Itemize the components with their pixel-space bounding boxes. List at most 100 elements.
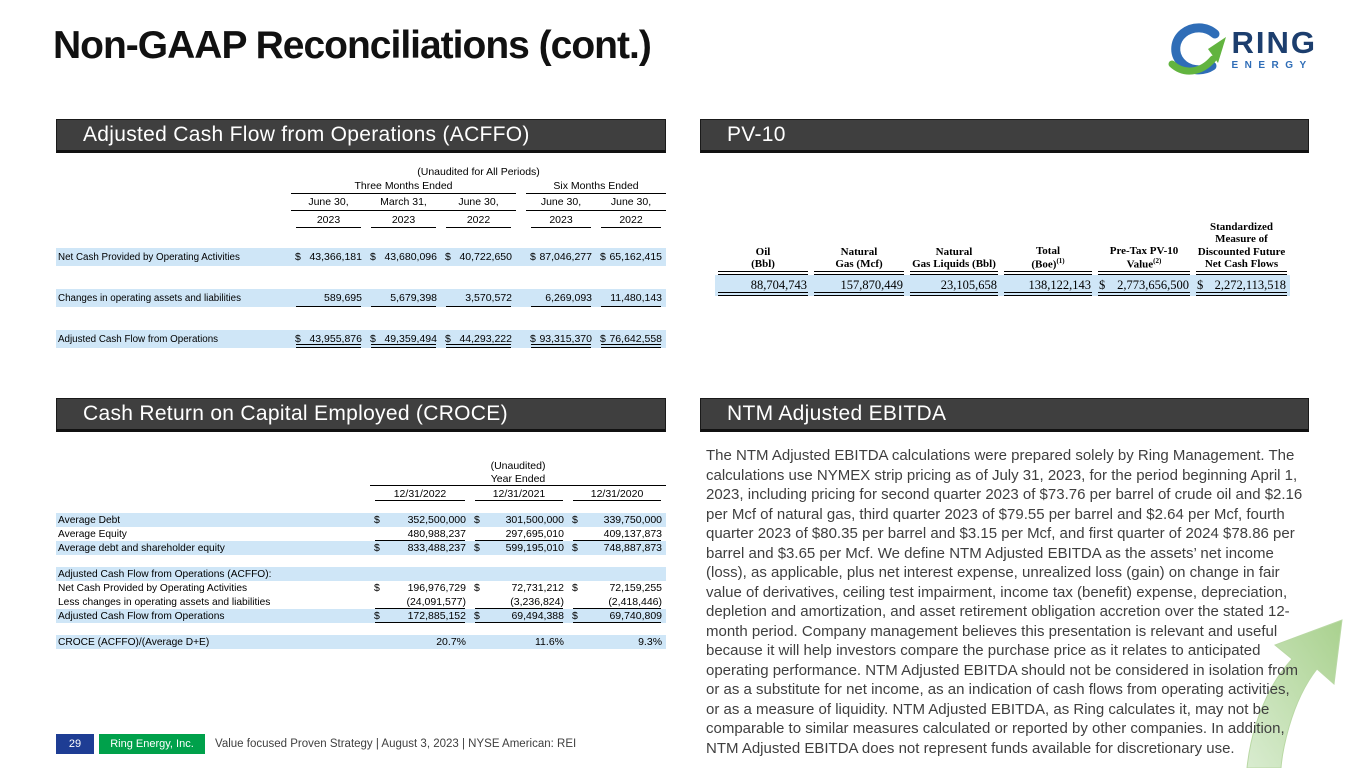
table-row: Average Debt $352,500,000 $301,500,000 $… — [56, 513, 667, 527]
unaudited-note: (Unaudited) — [490, 459, 546, 472]
row-label: Net Cash Provided by Operating Activitie… — [58, 582, 248, 594]
dollar-sign: $ — [572, 514, 578, 526]
logo-sub-text: ENERGY — [1231, 60, 1313, 71]
column-date: June 30, — [526, 194, 596, 211]
column-year: 2022 — [441, 211, 516, 228]
cell-value: 297,695,010 — [470, 527, 568, 541]
cell-value: $49,359,494 — [366, 330, 441, 348]
dollar-sign: $ — [370, 333, 376, 345]
column-year: 2023 — [366, 211, 441, 228]
footnote-marker: (1) — [1056, 256, 1065, 265]
row-label: Adjusted Cash Flow from Operations — [56, 609, 370, 623]
pv10-column-header: Total (Boe)(1) — [1001, 221, 1095, 275]
cell-value: $76,642,558 — [596, 330, 667, 348]
section-acffo: Adjusted Cash Flow from Operations (ACFF… — [56, 119, 667, 348]
dollar-sign: $ — [374, 542, 380, 554]
cell-value: $172,885,152 — [370, 609, 470, 623]
dollar-sign: $ — [600, 333, 606, 345]
cell-value: $40,722,650 — [441, 248, 516, 266]
cell-value: 138,122,143 — [1001, 274, 1095, 296]
pv10-column-header: Pre-Tax PV-10 Value(2) — [1095, 221, 1193, 275]
group-header-six-months: Six Months Ended — [526, 179, 667, 194]
dollar-sign: $ — [370, 251, 376, 263]
pv10-column-header: Standardized Measure of Discounted Future N… — [1193, 221, 1290, 275]
cell-value: 409,137,873 — [568, 527, 667, 541]
column-date: 12/31/2022 — [370, 486, 470, 501]
cell-value: $72,731,212 — [474, 582, 564, 594]
cell-value: $93,315,370 — [526, 330, 596, 348]
cell-value: 157,870,449 — [811, 274, 907, 296]
ring-energy-logo: RING ENERGY — [1168, 22, 1318, 78]
pv10-column-header: Natural Gas (Mcf) — [811, 221, 907, 275]
dollar-sign: $ — [445, 333, 451, 345]
cell-value: $599,195,010 — [470, 541, 568, 555]
row-label: Changes in operating assets and liabilit… — [56, 289, 291, 307]
section-ntm: NTM Adjusted EBITDA The NTM Adjusted EBI… — [700, 398, 1309, 758]
cell-value: $339,750,000 — [568, 513, 667, 527]
table-row: Net Cash Provided by Operating Activitie… — [56, 581, 666, 595]
pv10-column-header: Oil (Bbl) — [715, 221, 811, 275]
cell-value: $43,366,181 — [291, 248, 366, 266]
page-number-badge: 29 — [56, 734, 94, 754]
page-title: Non-GAAP Reconciliations (cont.) — [53, 24, 652, 67]
cell-value: $2,272,113,518 — [1193, 274, 1290, 296]
column-year: 2023 — [526, 211, 596, 228]
cell-value: 23,105,658 — [907, 274, 1001, 296]
dollar-sign: $ — [530, 333, 536, 345]
croce-table: (Unaudited) Year Ended 12/31/2022 12/31/… — [56, 459, 667, 649]
dollar-sign: $ — [572, 542, 578, 554]
group-header-three-months: Three Months Ended — [291, 179, 516, 194]
cell-value: 589,695 — [291, 289, 366, 307]
cell-value: $43,680,096 — [366, 248, 441, 266]
logo-brand-text: RING — [1231, 25, 1317, 60]
row-label: Net Cash Provided by Operating Activitie… — [56, 248, 291, 266]
slide-footer: 29 Ring Energy, Inc. Value focused Prove… — [56, 734, 576, 754]
cell-value: $2,773,656,500 — [1095, 274, 1193, 296]
cell-value: (2,418,446) — [568, 595, 667, 609]
column-date: 12/31/2021 — [470, 486, 568, 501]
dollar-sign: $ — [374, 514, 380, 526]
dollar-sign: $ — [445, 251, 451, 263]
dollar-sign: $ — [474, 514, 480, 526]
cell-value: (24,091,577) — [370, 595, 470, 609]
cell-value: $301,500,000 — [470, 513, 568, 527]
dollar-sign: $ — [474, 610, 480, 622]
column-date: 12/31/2020 — [568, 486, 667, 501]
section-header-pv10: PV-10 — [700, 119, 1309, 153]
dollar-sign: $ — [374, 610, 380, 622]
unaudited-note: (Unaudited for All Periods) — [417, 165, 540, 178]
column-date: June 30, — [596, 194, 667, 211]
cell-value: (3,236,824) — [470, 595, 568, 609]
column-date: June 30, — [441, 194, 516, 211]
table-row: Average debt and shareholder equity $833… — [56, 541, 667, 555]
cell-value: $72,159,255 — [572, 582, 663, 594]
cell-value: 88,704,743 — [715, 274, 811, 296]
cell-value: 20.7% — [370, 635, 470, 649]
table-row: Adjusted Cash Flow from Operations $172,… — [56, 609, 667, 623]
ntm-paragraph: The NTM Adjusted EBITDA calculations wer… — [706, 447, 1303, 757]
logo-wordmark: RING ENERGY — [1231, 25, 1318, 71]
cell-value: 480,988,237 — [370, 527, 470, 541]
table-row: Adjusted Cash Flow from Operations $43,9… — [56, 330, 667, 348]
table-row: Less changes in operating assets and lia… — [56, 595, 667, 609]
cell-value: $65,162,415 — [596, 248, 667, 266]
dollar-sign: $ — [374, 582, 380, 594]
cell-value: 5,679,398 — [366, 289, 441, 307]
year-ended-label: Year Ended — [370, 472, 667, 486]
column-date: June 30, — [291, 194, 366, 211]
dollar-sign: $ — [572, 610, 578, 622]
cell-value: 6,269,093 — [526, 289, 596, 307]
footer-tagline: Value focused Proven Strategy | August 3… — [215, 738, 577, 750]
row-label: Average Debt — [56, 513, 370, 527]
cell-value: $833,488,237 — [370, 541, 470, 555]
table-row: Average Equity 480,988,237 297,695,010 4… — [56, 527, 667, 541]
pv10-column-header: Natural Gas Liquids (Bbl) — [907, 221, 1001, 275]
footnote-marker: (2) — [1153, 256, 1162, 265]
section-header-acffo: Adjusted Cash Flow from Operations (ACFF… — [56, 119, 666, 153]
section-pv10: PV-10 Oil (Bbl) Natural Gas (Mcf) Natural G… — [700, 119, 1309, 296]
cell-value: 11.6% — [470, 635, 568, 649]
table-row: Changes in operating assets and liabilit… — [56, 289, 667, 307]
row-label: Adjusted Cash Flow from Operations — [56, 330, 291, 348]
dollar-sign: $ — [1099, 277, 1106, 292]
section-header-croce: Cash Return on Capital Employed (CROCE) — [56, 398, 666, 432]
